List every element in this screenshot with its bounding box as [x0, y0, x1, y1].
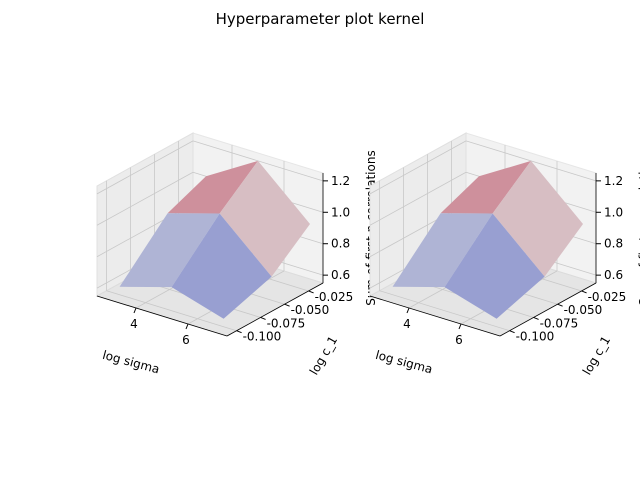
- surface-patch: [167, 160, 258, 214]
- x-tick-label: 4: [403, 317, 411, 331]
- y-tick-label: -0.100: [243, 330, 282, 344]
- grid-line: [369, 140, 467, 195]
- x-tick-label: 6: [455, 333, 463, 347]
- y-tick-mark: [557, 303, 563, 307]
- figure-title: Hyperparameter plot kernel: [216, 10, 425, 28]
- y-axis-label: log c_1: [580, 334, 613, 378]
- y-tick-label: -0.025: [315, 290, 354, 304]
- axis-line: [226, 282, 324, 337]
- x-axis-label: log sigma: [374, 348, 434, 377]
- z-tick-label: 1.0: [331, 205, 350, 219]
- y-tick-mark: [581, 290, 587, 294]
- z-tick-label: 1.0: [604, 205, 623, 219]
- surface-patch: [440, 160, 531, 214]
- y-tick-label: -0.050: [564, 303, 603, 317]
- x-tick-mark: [406, 307, 410, 314]
- y-tick-label: -0.050: [291, 303, 330, 317]
- surface-patch: [219, 160, 310, 277]
- grid-line: [369, 171, 467, 226]
- y-tick-mark: [236, 330, 242, 334]
- y-tick-mark: [509, 330, 515, 334]
- x-tick-mark: [185, 323, 189, 330]
- z-tick-label: 0.6: [331, 268, 350, 282]
- y-tick-label: -0.075: [267, 316, 306, 330]
- z-tick-label: 1.2: [331, 174, 350, 188]
- y-axis-label: log c_1: [307, 334, 340, 378]
- z-tick-label: 1.2: [604, 174, 623, 188]
- surface-patch: [444, 213, 545, 319]
- x-axis-label: log sigma: [101, 348, 161, 377]
- grid-line: [379, 290, 510, 332]
- x-tick-mark: [133, 307, 137, 314]
- grid-line: [192, 140, 324, 182]
- y-tick-mark: [260, 316, 266, 320]
- y-tick-label: -0.075: [540, 316, 579, 330]
- z-axis-label: Sum of first n correlations: [637, 150, 640, 305]
- y-tick-mark: [533, 316, 539, 320]
- z-tick-label: 0.6: [604, 268, 623, 282]
- y-tick-label: -0.025: [588, 290, 627, 304]
- axis-line: [369, 295, 501, 337]
- surface-patch: [492, 160, 583, 277]
- surface-patch: [392, 213, 493, 288]
- surface-patch: [119, 213, 220, 288]
- panel-1: 4 6 -0.025-0.050-0.075-0.100 0.6 0.8 1.0 1.2 lo…: [95, 132, 378, 378]
- axis-line: [96, 295, 228, 337]
- y-tick-label: -0.100: [516, 330, 555, 344]
- panel-2: 4 6 -0.025-0.050-0.075-0.100 0.6 0.8 1.0 1.2 lo…: [368, 132, 640, 378]
- grid-line: [106, 290, 237, 332]
- grid-line: [96, 171, 194, 226]
- x-tick-label: 4: [130, 317, 138, 331]
- x-tick-label: 6: [182, 333, 190, 347]
- surface-patch: [171, 213, 272, 319]
- z-tick-label: 0.8: [604, 237, 623, 251]
- y-tick-mark: [284, 303, 290, 307]
- grid-line: [465, 140, 597, 182]
- axis-line: [499, 282, 597, 337]
- z-tick-label: 0.8: [331, 237, 350, 251]
- y-tick-mark: [308, 290, 314, 294]
- grid-line: [96, 140, 194, 195]
- x-tick-mark: [458, 323, 462, 330]
